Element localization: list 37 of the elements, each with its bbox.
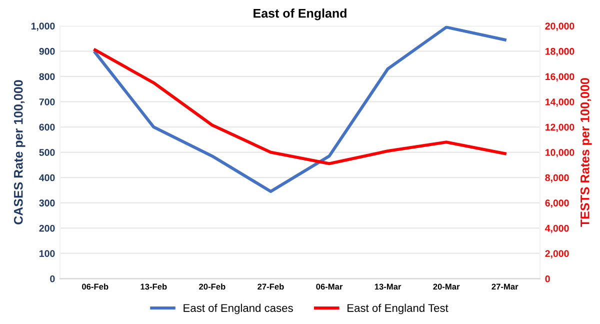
y-tick-label: 500	[39, 149, 55, 156]
y2-tick-label: 12,000	[545, 124, 574, 132]
y2-axis-title: TESTS Rates per 100,000	[580, 78, 592, 227]
y2-tick-label: 16,000	[545, 73, 574, 82]
x-tick-label: 06-Feb	[82, 284, 108, 290]
y-axis-title: CASES Rate per 100,000	[14, 80, 26, 224]
y2-tick-label: 18,000	[545, 48, 574, 56]
y-tick-label: 200	[39, 224, 55, 232]
x-tick-label: 13-Feb	[140, 284, 167, 290]
y-tick-label: 1,000	[31, 22, 55, 31]
y-tick-label: 0	[50, 275, 55, 282]
x-tick-label: 27-Feb	[258, 284, 284, 290]
chart-title: East of England	[254, 8, 346, 20]
y2-tick-label: 2,000	[545, 250, 569, 258]
y2-tick-label: 6,000	[545, 200, 569, 208]
x-tick-label: 06-Mar	[316, 284, 343, 290]
x-tick-label: 20-Mar	[433, 284, 460, 290]
legend-label: East of England cases	[184, 304, 293, 314]
y2-tick-label: 10,000	[545, 149, 574, 158]
y2-tick-label: 20,000	[545, 22, 574, 31]
line-series	[94, 48, 506, 166]
y-tick-label: 800	[39, 73, 55, 80]
y2-tick-label: 14,000	[545, 98, 574, 107]
y-tick-label: 600	[39, 124, 55, 131]
y-tick-label: 700	[39, 98, 55, 106]
y2-tick-label: 8,000	[545, 174, 569, 183]
y-tick-label: 400	[39, 174, 55, 182]
y-tick-label: 100	[40, 250, 55, 257]
line-series	[94, 26, 506, 193]
y-tick-label: 300	[39, 200, 55, 206]
x-tick-label: 27-Mar	[492, 284, 518, 290]
legend-label: East of England Test	[348, 304, 448, 314]
x-tick-label: 20-Feb	[199, 284, 226, 290]
y2-tick-label: 4,000	[545, 224, 569, 234]
x-tick-label: 13-Mar	[374, 284, 402, 290]
y2-tick-label: 0	[545, 275, 550, 282]
y-tick-label: 900	[39, 48, 55, 55]
